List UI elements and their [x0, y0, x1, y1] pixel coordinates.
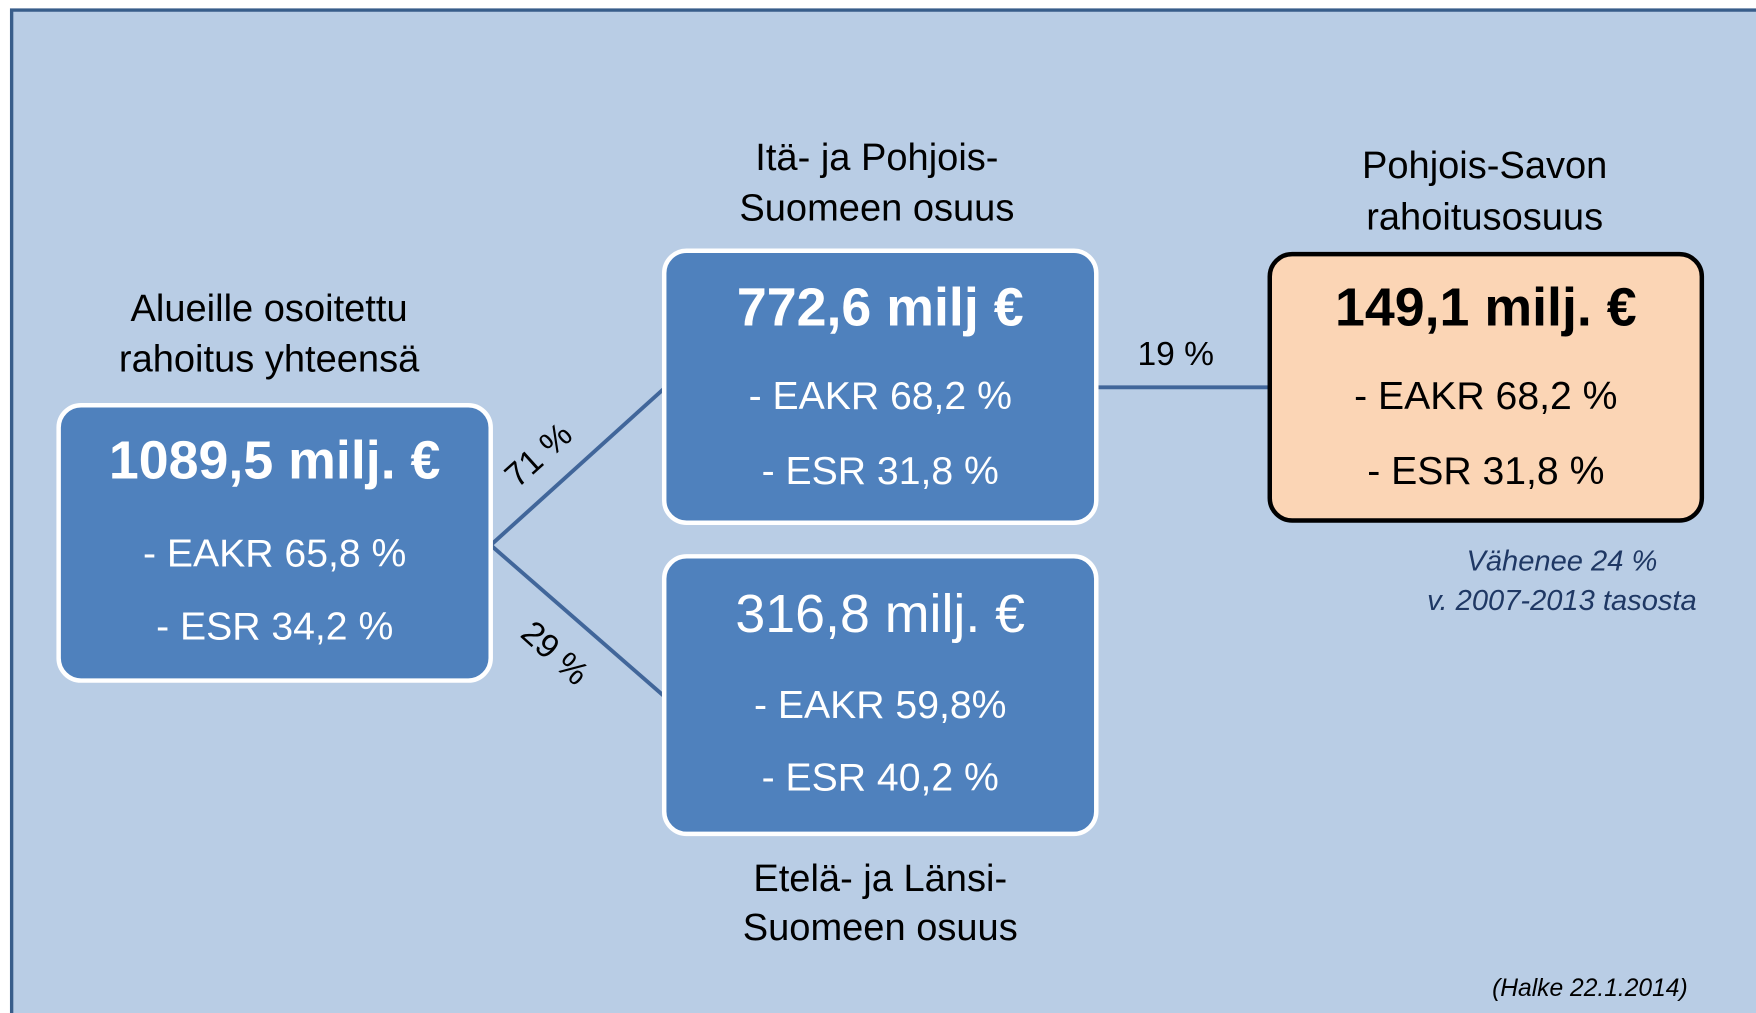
- node-label: Alueille osoitettu: [131, 288, 408, 330]
- node-line: - ESR 34,2 %: [156, 605, 393, 648]
- node-amount: 316,8 milj. €: [735, 584, 1025, 644]
- node-line: - EAKR 68,2 %: [749, 375, 1012, 418]
- node-label: Etelä- ja Länsi-: [753, 858, 1007, 900]
- node-label: Itä- ja Pohjois-: [755, 137, 998, 179]
- node-amount: 772,6 milj €: [737, 277, 1024, 337]
- node-label: rahoitusosuus: [1366, 196, 1603, 238]
- node-line: - ESR 31,8 %: [762, 450, 999, 493]
- edge: [489, 543, 666, 698]
- node-label: Pohjois-Savon: [1362, 145, 1607, 187]
- node-amount: 149,1 milj. €: [1335, 277, 1637, 337]
- node-line: - ESR 40,2 %: [762, 757, 999, 800]
- node-line: - ESR 31,8 %: [1367, 450, 1604, 493]
- node-amount: 1089,5 milj. €: [109, 431, 441, 491]
- box: [1267, 251, 1705, 523]
- node-line: - EAKR 68,2 %: [1354, 375, 1617, 418]
- edge-label: 19 %: [1137, 336, 1214, 373]
- box: [661, 554, 1099, 837]
- node-label: Suomeen osuus: [739, 187, 1014, 229]
- node-label: Suomeen osuus: [743, 907, 1018, 949]
- edge: [489, 386, 666, 547]
- box: [56, 402, 493, 683]
- box: [661, 248, 1099, 525]
- node-label: rahoitus yhteensä: [119, 339, 420, 381]
- note: Vähenee 24 %: [1466, 546, 1657, 578]
- note: v. 2007-2013 tasosta: [1427, 585, 1697, 617]
- node-line: - EAKR 59,8%: [754, 684, 1006, 727]
- source: (Halke 22.1.2014): [1492, 975, 1688, 1002]
- node-line: - EAKR 65,8 %: [143, 533, 406, 576]
